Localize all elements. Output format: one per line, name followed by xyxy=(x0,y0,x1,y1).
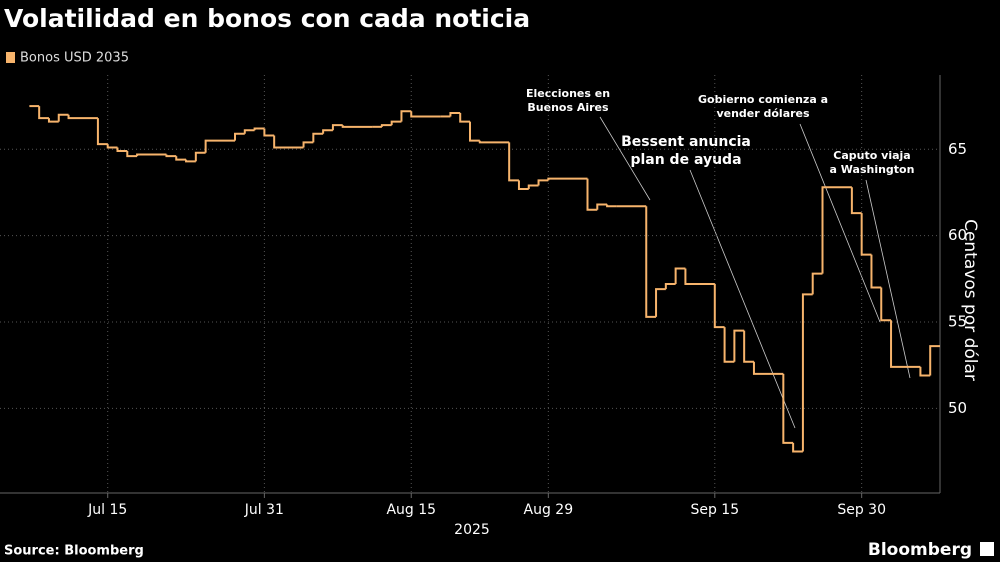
annotation: a Washington xyxy=(830,163,915,176)
step-segment xyxy=(850,187,862,215)
y-tick-label: 50 xyxy=(948,399,967,417)
step-segment xyxy=(919,366,931,377)
annotation: Bessent anuncia xyxy=(621,134,751,150)
legend-label: Bonos USD 2035 xyxy=(20,51,129,66)
step-segment xyxy=(302,141,314,148)
step-segment xyxy=(204,139,235,153)
annotation: Gobierno comienza a xyxy=(698,93,828,106)
step-segment xyxy=(194,151,206,162)
step-segment xyxy=(517,180,529,190)
annotation: Elecciones en xyxy=(526,87,610,100)
x-tick-label: Aug 29 xyxy=(524,502,574,518)
x-tick-label: Jul 15 xyxy=(87,502,127,518)
annotation: vender dólares xyxy=(716,107,810,120)
step-segment xyxy=(655,288,666,317)
step-segment xyxy=(116,147,128,152)
step-segment xyxy=(185,159,196,163)
legend-swatch xyxy=(6,52,15,63)
step-segment xyxy=(175,156,187,161)
annotation-arrow xyxy=(865,179,911,379)
x-tick-label: Jul 31 xyxy=(244,502,284,518)
annotation-arrow xyxy=(599,116,651,201)
step-segment xyxy=(821,186,852,274)
step-segment xyxy=(234,132,245,141)
step-segment xyxy=(890,320,921,368)
brand-icon xyxy=(980,542,994,556)
y-tick-label: 55 xyxy=(948,313,967,331)
step-segment xyxy=(547,177,588,181)
source: Source: Bloomberg xyxy=(4,544,144,559)
step-segment xyxy=(331,124,343,131)
annotation: Caputo viaja xyxy=(833,149,910,162)
x-axis-year: 2025 xyxy=(454,522,490,538)
step-segment xyxy=(263,128,275,137)
step-segment xyxy=(508,142,519,182)
step-segment xyxy=(743,330,754,363)
brand: Bloomberg xyxy=(868,540,972,560)
step-segment xyxy=(733,329,745,362)
step-segment xyxy=(801,293,813,452)
step-segment xyxy=(341,125,373,128)
step-segment xyxy=(478,140,510,144)
step-segment xyxy=(860,213,872,256)
step-segment xyxy=(273,135,304,149)
step-segment xyxy=(792,442,803,453)
step-segment xyxy=(126,151,138,158)
step-segment xyxy=(459,113,470,123)
annotations: Elecciones en Buenos Aires Bessent anunc… xyxy=(526,87,915,429)
step-segment xyxy=(136,153,167,157)
step-segment xyxy=(870,254,882,289)
y-axis-label: Centavos por dólar xyxy=(960,219,980,381)
step-segment xyxy=(96,118,108,146)
step-segment xyxy=(586,178,598,211)
step-segment xyxy=(243,129,255,134)
step-segment xyxy=(537,179,549,186)
step-segment xyxy=(713,284,725,329)
x-tick-label: Sep 15 xyxy=(690,502,739,518)
step-segment xyxy=(47,118,59,123)
step-segment xyxy=(380,124,392,127)
annotation-arrow xyxy=(799,123,881,323)
step-segment xyxy=(390,120,402,126)
step-segment xyxy=(880,287,892,322)
x-tick-label: Aug 15 xyxy=(386,502,436,518)
x-tick-label: Sep 30 xyxy=(837,502,886,518)
step-segment xyxy=(67,114,98,120)
chart-title: Volatilidad en bonos con cada noticia xyxy=(4,4,530,33)
step-segment xyxy=(929,345,940,376)
step-segment xyxy=(596,203,608,210)
step-segment xyxy=(664,283,676,290)
step-segment xyxy=(106,144,118,149)
step-segment xyxy=(723,327,735,363)
step-segment xyxy=(752,361,784,375)
step-segment xyxy=(606,204,617,208)
step-segment xyxy=(400,110,412,122)
step-segment xyxy=(469,121,480,142)
step-segment xyxy=(449,112,461,117)
step-segment xyxy=(410,111,441,118)
step-segment xyxy=(782,373,794,444)
y-tick-label: 65 xyxy=(948,140,967,158)
step-segment xyxy=(674,267,686,284)
step-segment xyxy=(253,127,265,131)
step-segment xyxy=(322,129,333,134)
y-tick-label: 60 xyxy=(948,226,967,244)
annotation-arrow xyxy=(689,169,796,429)
step-segment xyxy=(312,132,324,143)
annotation: plan de ayuda xyxy=(630,152,741,168)
step-segment xyxy=(38,106,49,120)
step-segment xyxy=(165,154,177,158)
step-segment xyxy=(645,206,657,318)
step-segment xyxy=(57,113,69,122)
step-segment xyxy=(684,268,715,285)
step-segment xyxy=(811,272,823,295)
annotation: Buenos Aires xyxy=(527,101,609,114)
step-segment xyxy=(527,184,539,189)
